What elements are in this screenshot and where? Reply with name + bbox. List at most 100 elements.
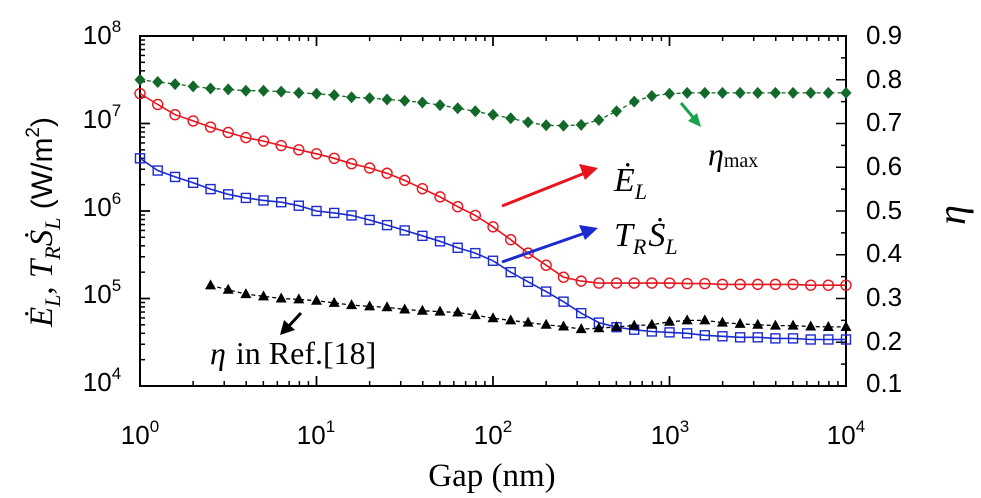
- data-point: [610, 277, 623, 289]
- data-point: [734, 278, 746, 291]
- data-point: [558, 320, 570, 331]
- data-point: [770, 333, 781, 344]
- data-point: [399, 94, 411, 107]
- data-point: [646, 277, 658, 289]
- data-point: [822, 86, 834, 99]
- data-point: [364, 214, 375, 226]
- e-l-label: ĖL: [613, 162, 647, 204]
- data-point: [558, 119, 570, 132]
- data-point: [240, 192, 252, 204]
- e-l-arrow: [501, 171, 586, 208]
- eta-max-arrowhead-icon: [688, 113, 701, 127]
- series-line: [139, 92, 846, 287]
- data-point: [187, 80, 199, 93]
- y-right-tick-label-5: 0.6: [866, 151, 902, 181]
- series-0: [134, 87, 852, 291]
- data-point: [716, 86, 728, 99]
- annotation-ts-l: TRṠL: [501, 217, 678, 264]
- data-point: [222, 189, 234, 200]
- data-point: [716, 278, 729, 291]
- data-point: [328, 296, 340, 307]
- data-point: [840, 86, 852, 99]
- data-point: [381, 93, 393, 106]
- y-left-tick-label-4: 108: [83, 17, 121, 50]
- data-point: [522, 116, 534, 129]
- x-tick-label-0: 100: [121, 417, 159, 450]
- data-point: [628, 277, 640, 289]
- data-point: [734, 317, 746, 328]
- data-point: [152, 98, 164, 111]
- data-point: [346, 299, 358, 310]
- data-point: [699, 86, 711, 99]
- x-tick-label-4: 104: [827, 417, 865, 450]
- data-point: [328, 89, 340, 102]
- data-point: [540, 119, 552, 132]
- data-point: [487, 312, 499, 323]
- data-point: [805, 320, 817, 331]
- data-point: [469, 209, 482, 222]
- eta-max-label: ηmax: [708, 136, 758, 172]
- data-point: [540, 259, 552, 271]
- data-point: [187, 177, 199, 189]
- data-point: [452, 242, 463, 253]
- data-point: [752, 86, 764, 99]
- data-point: [734, 86, 746, 99]
- ts-l-label: TRṠL: [614, 217, 678, 259]
- y-right-tick-label-4: 0.5: [866, 195, 902, 225]
- data-point: [593, 114, 605, 126]
- data-point: [187, 115, 199, 127]
- data-point: [787, 278, 799, 291]
- data-point: [257, 135, 270, 147]
- y-right-tick-label-2: 0.3: [866, 282, 902, 312]
- data-point: [152, 165, 163, 176]
- y-right-tick-label-7: 0.8: [866, 64, 902, 94]
- data-point: [557, 271, 570, 283]
- data-point: [345, 158, 358, 170]
- data-point: [805, 279, 817, 291]
- data-point: [840, 279, 852, 291]
- data-point: [258, 195, 269, 206]
- y-right-tick-label-8: 0.9: [866, 20, 902, 50]
- data-point: [434, 99, 446, 112]
- data-point: [258, 84, 270, 97]
- data-point: [628, 319, 640, 330]
- series-3: [205, 279, 852, 334]
- data-point: [293, 144, 305, 156]
- data-point: [169, 171, 181, 183]
- data-point: [310, 148, 323, 160]
- data-point: [769, 86, 781, 99]
- data-point: [381, 219, 393, 231]
- data-point: [681, 86, 693, 99]
- data-point: [505, 112, 517, 125]
- data-point: [522, 316, 534, 327]
- data-point: [416, 96, 428, 109]
- data-point: [205, 183, 216, 195]
- data-point: [787, 319, 799, 330]
- data-point: [275, 85, 287, 98]
- data-point: [222, 283, 234, 294]
- data-point: [293, 200, 305, 211]
- annotation-eta-ref: η in Ref.[18]: [210, 311, 376, 371]
- data-point: [399, 303, 411, 314]
- data-point: [593, 277, 605, 289]
- data-point: [663, 277, 676, 289]
- data-point: [240, 131, 252, 144]
- data-point: [169, 78, 181, 91]
- data-point: [346, 91, 358, 104]
- eta-ref-arrowhead-icon: [280, 320, 295, 335]
- data-point: [664, 87, 675, 100]
- data-point: [398, 174, 411, 187]
- data-point: [487, 221, 499, 233]
- data-point: [293, 86, 305, 99]
- data-point: [681, 277, 693, 290]
- data-point: [840, 320, 852, 331]
- data-point: [258, 290, 270, 301]
- data-point: [823, 334, 834, 345]
- x-axis-label: Gap (nm): [428, 458, 555, 494]
- data-point: [646, 89, 658, 102]
- data-point: [363, 162, 376, 174]
- data-point: [575, 307, 587, 319]
- eta-ref-label: η in Ref.[18]: [210, 335, 376, 371]
- ts-l-arrow: [501, 231, 586, 264]
